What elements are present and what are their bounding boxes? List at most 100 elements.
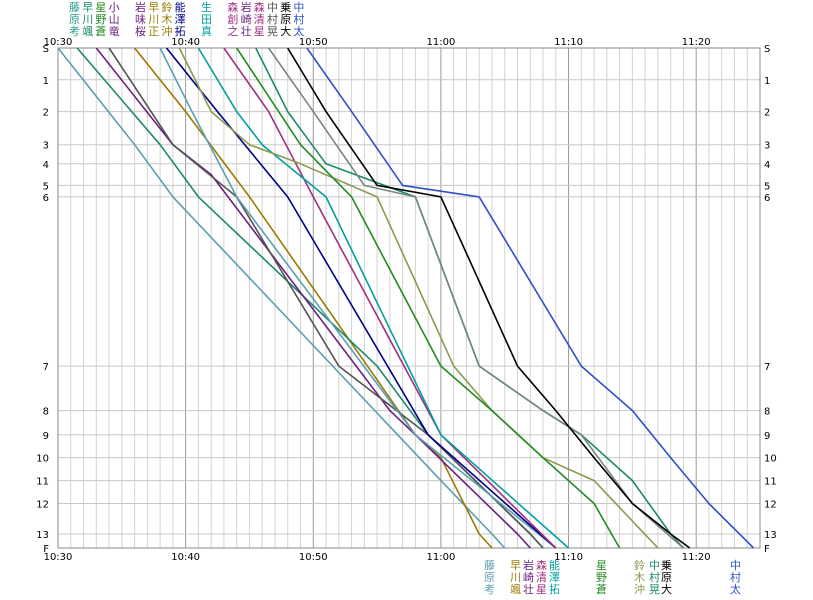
- checkpoint-label: 12: [36, 499, 49, 510]
- series-line: [159, 47, 557, 549]
- start-label: 川: [148, 13, 159, 26]
- checkpoint-label: 8: [764, 407, 770, 418]
- start-label: 晃: [267, 25, 278, 38]
- time-tick-label: 10:50: [299, 552, 328, 563]
- checkpoint-label: 9: [764, 431, 770, 442]
- finish-label: 乗: [661, 559, 672, 572]
- time-tick-label: 10:40: [171, 552, 200, 563]
- start-label: 森: [227, 0, 238, 14]
- start-label: 村: [293, 12, 304, 26]
- start-label: 生: [201, 0, 212, 14]
- checkpoint-label: 13: [36, 530, 49, 541]
- finish-label: 岩: [523, 558, 534, 572]
- start-label: 藤: [69, 1, 80, 14]
- finish-label: 晃: [649, 583, 660, 596]
- checkpoint-label: 11: [764, 477, 777, 488]
- start-label: 大: [280, 24, 291, 38]
- start-label: 星: [95, 1, 106, 14]
- start-label: 創: [227, 12, 238, 26]
- checkpoint-label: 2: [764, 108, 770, 119]
- finish-label: 鈴: [634, 558, 645, 572]
- finish-label: 清: [536, 571, 547, 584]
- finish-label: 村: [649, 570, 660, 584]
- start-label: 之: [227, 24, 238, 38]
- start-label: 山: [109, 13, 120, 26]
- finish-labels: 藤早岩森能星鈴中乗中原川崎清澤野木村原村考颯壮星拓蒼沖晃大太: [484, 558, 741, 596]
- finish-label: 太: [730, 583, 741, 596]
- time-tick-label: 10:30: [44, 37, 73, 48]
- plot-frame: [57, 47, 761, 549]
- start-label: 清: [254, 13, 265, 26]
- checkpoint-label: 3: [764, 141, 770, 152]
- finish-label: 野: [596, 571, 607, 584]
- start-label: 蒼: [95, 25, 106, 38]
- start-label: 村: [267, 12, 278, 26]
- start-label: 原: [69, 13, 80, 26]
- finish-label: 星: [536, 583, 547, 596]
- finish-label: 崎: [523, 570, 534, 584]
- start-label: 早: [82, 1, 93, 14]
- finish-label: 能: [549, 558, 560, 572]
- checkpoint-label: 12: [764, 499, 777, 510]
- finish-label: 星: [596, 559, 607, 572]
- series-line: [267, 47, 684, 549]
- start-label: 川: [82, 13, 93, 26]
- axis-tick-labels: 10:30 10:30 10:40 10:40 10:50 10:50 11:00 11:00…: [36, 37, 776, 563]
- finish-label: 藤: [484, 559, 495, 572]
- finish-label: 颯: [510, 583, 521, 596]
- checkpoint-label: 6: [43, 193, 49, 204]
- series-line: [236, 47, 621, 549]
- series-line: [306, 47, 755, 549]
- time-tick-label: 11:00: [426, 37, 455, 48]
- finish-label: 拓: [549, 582, 560, 596]
- finish-label: 村: [730, 570, 741, 584]
- start-label: 味: [135, 13, 146, 26]
- start-label: 岩: [135, 0, 146, 14]
- checkpoint-label: 4: [43, 160, 49, 171]
- start-label: 崎: [241, 12, 252, 26]
- finish-label: 川: [510, 571, 521, 584]
- start-label: 能: [175, 0, 186, 14]
- start-label: 木: [161, 13, 172, 26]
- start-label: 竜: [109, 24, 120, 38]
- finish-label: 森: [536, 558, 547, 572]
- checkpoint-label: 5: [43, 181, 49, 192]
- checkpoint-label: 10: [36, 454, 49, 465]
- checkpoint-label: 10: [764, 454, 777, 465]
- start-label: 小: [109, 1, 120, 14]
- finish-label: 中: [649, 559, 660, 572]
- start-label: 田: [201, 13, 212, 26]
- time-tick-label: 11:00: [426, 552, 455, 563]
- time-tick-label: 11:20: [682, 552, 711, 563]
- time-tick-label: 11:10: [554, 552, 583, 563]
- start-label: 岩: [241, 0, 252, 14]
- grid: [57, 47, 761, 549]
- finish-label: 壮: [523, 583, 534, 596]
- finish-label: 木: [634, 571, 645, 584]
- checkpoint-label: 2: [43, 108, 49, 119]
- finish-label: 大: [661, 582, 672, 596]
- time-tick-label: 11:10: [554, 37, 583, 48]
- series-line: [57, 47, 506, 549]
- checkpoint-label: 1: [43, 76, 49, 87]
- start-label: 壮: [241, 25, 252, 38]
- series-lines: [57, 47, 755, 549]
- finish-label: 沖: [634, 583, 645, 596]
- checkpoint-label: 7: [764, 362, 770, 373]
- time-tick-label: 10:50: [299, 37, 328, 48]
- start-label: 早: [148, 1, 159, 14]
- series-line: [197, 47, 570, 549]
- start-label: 太: [293, 25, 304, 38]
- checkpoint-label: F: [43, 544, 49, 555]
- start-label: 考: [69, 25, 80, 38]
- start-label: 中: [293, 1, 304, 14]
- start-label: 正: [148, 25, 159, 38]
- checkpoint-label: 9: [43, 431, 49, 442]
- checkpoint-label: 11: [36, 477, 49, 488]
- start-label: 拓: [175, 24, 186, 38]
- checkpoint-label: S: [764, 44, 770, 55]
- checkpoint-label: 13: [764, 530, 777, 541]
- checkpoint-label: F: [764, 544, 770, 555]
- checkpoint-label: 8: [43, 407, 49, 418]
- start-labels: 藤早星小岩早鈴能生森岩森中乗中原川野山味川木澤田創崎清村原村考颯蒼竜桜正沖拓真之…: [69, 0, 304, 38]
